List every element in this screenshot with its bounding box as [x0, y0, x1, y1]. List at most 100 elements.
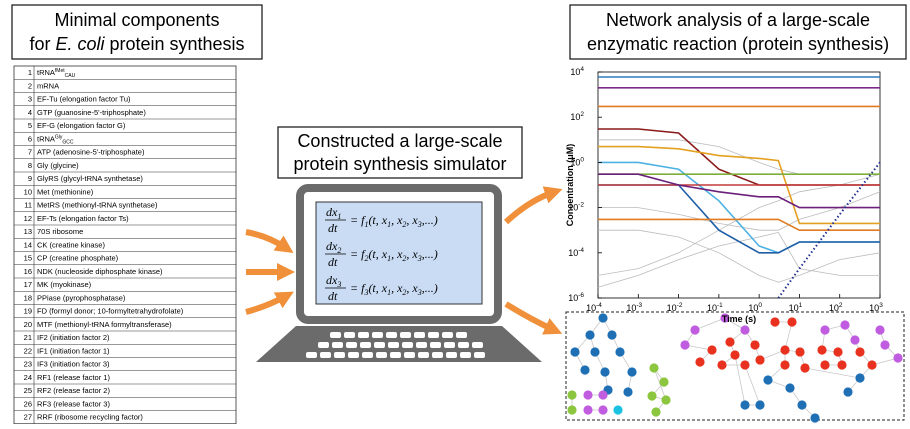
text: 10 — [829, 303, 839, 313]
text: 10 — [707, 303, 717, 313]
figure: Minimal components for E. coli protein s… — [0, 0, 910, 424]
superscript: -4 — [578, 247, 584, 254]
key — [400, 332, 411, 338]
network-node — [855, 373, 864, 382]
network-node — [659, 377, 668, 386]
superscript: 3 — [879, 302, 883, 309]
subscript: GCC — [62, 139, 74, 145]
network-node — [695, 357, 704, 366]
text: IF3 (initiation factor 3) — [37, 360, 110, 369]
text: (t, x — [368, 281, 387, 295]
equation-denominator: dt — [328, 289, 338, 303]
equation-rhs: = f1(t, x1, x2, x3,...) — [350, 213, 438, 229]
key — [474, 352, 485, 358]
network-node — [780, 345, 789, 354]
row-name: Gly (glycine) — [37, 161, 79, 170]
network-node — [583, 405, 592, 414]
y-axis-label: Concentration (μM) — [565, 144, 575, 227]
row-name: PPiase (pyrophosphatase) — [37, 293, 126, 302]
row-name: RF3 (release factor 3) — [37, 399, 110, 408]
row-name: RF1 (release factor 1) — [37, 373, 110, 382]
key — [402, 342, 413, 348]
network-node — [567, 405, 576, 414]
superscript: 0 — [758, 302, 762, 309]
key — [372, 332, 383, 338]
network-node — [795, 347, 804, 356]
x-tick-label: 100 — [748, 302, 762, 313]
text: dx — [326, 239, 338, 253]
row-name: CP (creatine phosphate) — [37, 254, 119, 263]
network-node — [730, 350, 739, 359]
row-name: IF1 (initiation factor 1) — [37, 346, 110, 355]
row-number: 6 — [28, 134, 32, 143]
row-number: 16 — [24, 267, 32, 276]
network-node — [763, 375, 772, 384]
network-node — [850, 335, 859, 344]
key — [444, 342, 455, 348]
network-node — [583, 390, 592, 399]
text: 10 — [626, 303, 636, 313]
subscript: CAU — [65, 73, 76, 79]
key — [348, 352, 359, 358]
arrow — [506, 192, 554, 222]
row-name: IF3 (initiation factor 3) — [37, 360, 110, 369]
text: Met (methionine) — [37, 187, 94, 196]
network-node — [598, 390, 607, 399]
network-node — [585, 330, 594, 339]
text: MK (myokinase) — [37, 280, 92, 289]
superscript: 1 — [799, 302, 803, 309]
row-number: 11 — [24, 201, 32, 210]
key — [306, 352, 317, 358]
network-node — [785, 383, 794, 392]
network-node — [750, 340, 759, 349]
network-node — [580, 365, 589, 374]
key — [358, 332, 369, 338]
key — [330, 332, 341, 338]
arrow — [506, 304, 554, 330]
network-node — [707, 345, 716, 354]
network-node — [880, 340, 889, 349]
row-number: 7 — [28, 148, 32, 157]
network-node — [770, 317, 779, 326]
key — [460, 352, 471, 358]
network-node — [590, 347, 599, 356]
arrow — [246, 296, 286, 312]
network-node — [600, 367, 609, 376]
row-name: Met (methionine) — [37, 187, 94, 196]
row-number: 26 — [24, 399, 32, 408]
superscript: -1 — [717, 302, 723, 309]
row-number: 27 — [24, 413, 32, 422]
text: CK (creatine kinase) — [37, 240, 105, 249]
text: 10 — [748, 303, 758, 313]
x-tick-label: 102 — [829, 302, 843, 313]
equation-denominator: dt — [328, 255, 338, 269]
text: 10 — [667, 303, 677, 313]
text: 10 — [789, 303, 799, 313]
text: , x — [391, 213, 403, 227]
text: RF2 (release factor 2) — [37, 386, 110, 395]
row-name: 70S ribosome — [37, 227, 83, 236]
network-node — [598, 405, 607, 414]
network-node — [651, 407, 660, 416]
key — [376, 352, 387, 358]
network-node — [843, 387, 852, 396]
network-node — [567, 390, 576, 399]
network-node — [740, 325, 749, 334]
row-number: 20 — [24, 320, 32, 329]
row-name: MK (myokinase) — [37, 280, 92, 289]
text: 10 — [586, 303, 596, 313]
superscript: 0 — [580, 156, 584, 163]
row-number: 12 — [24, 214, 32, 223]
row-name: EF-G (elongation factor G) — [37, 121, 126, 130]
network-node — [833, 347, 842, 356]
network-node — [875, 325, 884, 334]
network-node — [613, 405, 622, 414]
key — [432, 352, 443, 358]
text: , x — [391, 247, 403, 261]
text: protein synthesis — [104, 34, 244, 54]
text: EF-Tu (elongation factor Tu) — [37, 95, 131, 104]
row-name: mRNA — [37, 81, 59, 90]
text: 10 — [869, 303, 879, 313]
network-node — [755, 355, 764, 364]
network-node — [647, 391, 656, 400]
